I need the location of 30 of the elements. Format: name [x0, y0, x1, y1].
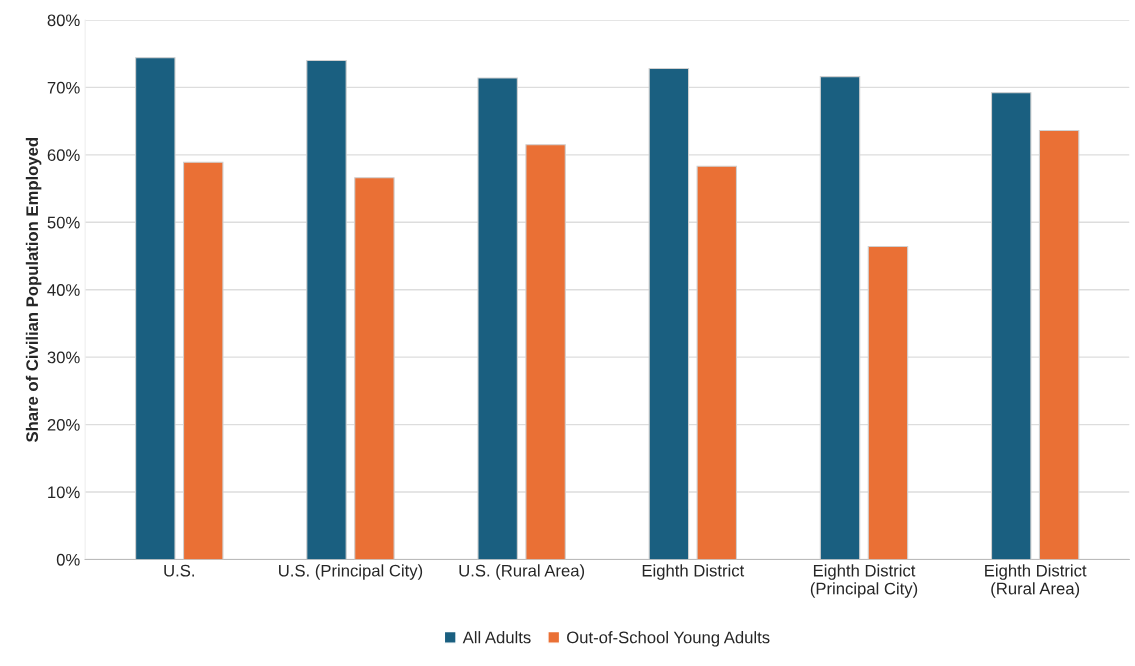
y-tick-label: 30% — [47, 351, 80, 364]
x-tick-label: U.S. (Rural Area) — [459, 564, 585, 580]
bar — [135, 57, 176, 560]
legend-label: Out-of-School Young Adults — [567, 631, 770, 647]
y-tick-label: 20% — [47, 418, 80, 431]
bar — [990, 92, 1032, 560]
y-tick-label: 0% — [56, 553, 80, 566]
x-tick-label: U.S. (Principal City) — [279, 564, 423, 580]
x-tick-label: Eighth District — [642, 564, 745, 580]
y-tick-label: 40% — [47, 284, 80, 296]
bar — [306, 59, 347, 560]
bar — [696, 165, 738, 560]
y-tick-label: 80% — [47, 14, 80, 27]
y-tick-label: 60% — [47, 149, 80, 162]
bar — [819, 76, 861, 560]
x-tick-label: Eighth District (Rural Area) — [985, 564, 1087, 598]
x-tick-label: Eighth District (Principal City) — [810, 564, 918, 598]
x-tick-label: U.S. — [164, 564, 194, 577]
bar — [354, 177, 395, 560]
bar — [525, 144, 566, 560]
bar — [477, 77, 518, 560]
y-tick-label: 70% — [47, 81, 80, 94]
y-tick-label: 10% — [48, 486, 80, 499]
y-tick-label: 50% — [47, 216, 80, 229]
bar — [648, 67, 690, 560]
bar — [867, 245, 909, 560]
bar — [182, 161, 224, 560]
y-axis-title: Share of Civilian Population Employed — [25, 138, 42, 443]
bar — [1038, 130, 1080, 560]
legend-label: All Adults — [462, 631, 531, 644]
